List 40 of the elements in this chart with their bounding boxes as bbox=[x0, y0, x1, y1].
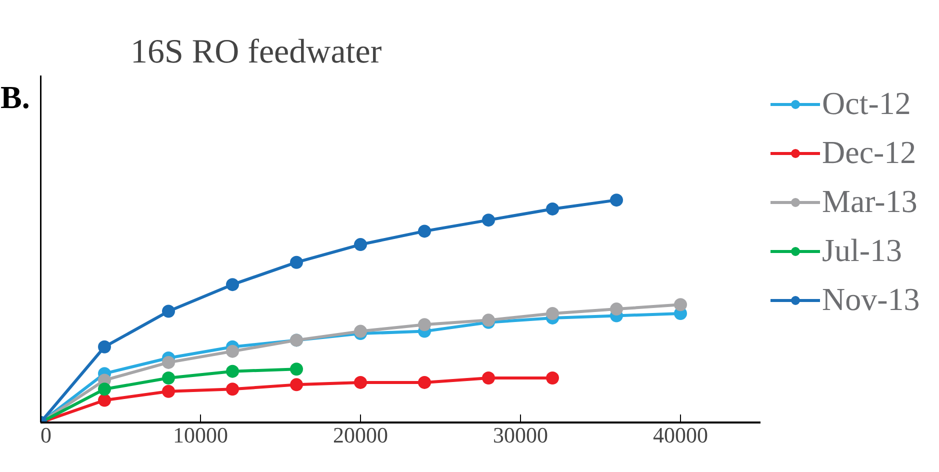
point bbox=[546, 372, 559, 384]
point bbox=[354, 238, 367, 252]
point bbox=[290, 378, 303, 392]
point bbox=[162, 356, 175, 369]
point bbox=[354, 376, 367, 389]
point bbox=[162, 372, 175, 384]
legend-label: Nov-13 bbox=[822, 281, 920, 318]
point bbox=[546, 202, 559, 216]
point bbox=[290, 256, 303, 269]
legend-label: Oct-12 bbox=[822, 85, 911, 122]
point bbox=[98, 394, 111, 407]
point bbox=[610, 194, 623, 207]
x-tick-label: 20000 bbox=[333, 422, 388, 448]
point bbox=[98, 382, 111, 396]
point bbox=[610, 302, 623, 316]
x-tick-label: 0 bbox=[40, 422, 52, 448]
legend-label: Dec-12 bbox=[822, 134, 916, 171]
point bbox=[226, 278, 239, 292]
point bbox=[290, 362, 303, 376]
point bbox=[418, 318, 431, 332]
point bbox=[162, 384, 175, 398]
point bbox=[546, 307, 559, 320]
point bbox=[482, 214, 495, 227]
legend-label: Mar-13 bbox=[822, 183, 918, 220]
x-tick-label: 30000 bbox=[493, 422, 548, 448]
x-tick-label: 40000 bbox=[653, 422, 708, 448]
point bbox=[162, 304, 175, 318]
point bbox=[226, 344, 239, 358]
point bbox=[226, 364, 239, 378]
point bbox=[482, 372, 495, 384]
point bbox=[674, 298, 687, 312]
point bbox=[418, 224, 431, 238]
point bbox=[98, 340, 111, 354]
text: B. bbox=[0, 78, 30, 115]
point bbox=[226, 382, 239, 396]
legend-label: Jul-13 bbox=[822, 232, 902, 269]
point bbox=[354, 324, 367, 338]
x-tick-label: 10000 bbox=[173, 422, 228, 448]
chart-title: 16S RO feedwater bbox=[130, 34, 382, 70]
point bbox=[418, 376, 431, 389]
